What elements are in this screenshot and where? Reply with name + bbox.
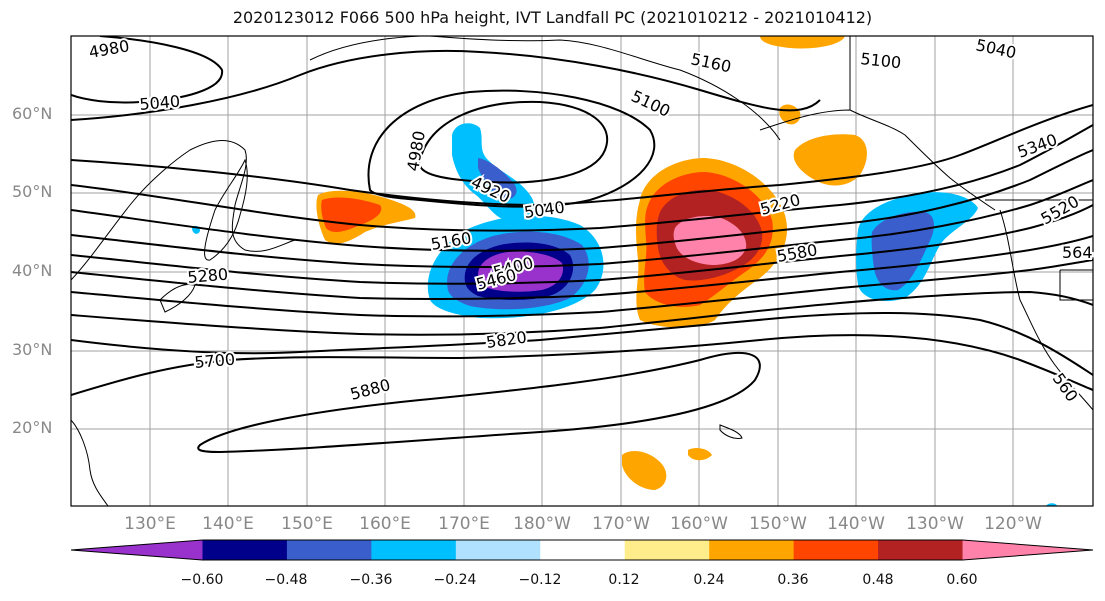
contour-label: 5100 (860, 49, 902, 72)
colorbar-swatch (286, 540, 372, 560)
lon-label: 160°W (670, 514, 728, 534)
colorbar-swatch (202, 540, 288, 560)
lon-label: 180°W (513, 514, 571, 534)
colorbar-tick: −0.12 (518, 572, 562, 588)
colorbar-tick: −0.36 (349, 572, 393, 588)
colorbar (70, 539, 1094, 561)
lon-label: 150°E (281, 514, 333, 534)
colorbar-swatch (878, 540, 964, 560)
lat-label-50n: 50°N (12, 182, 53, 201)
contour-label: 5280 (187, 265, 229, 287)
colorbar-tick: −0.48 (264, 572, 308, 588)
lon-label: 130°W (906, 514, 964, 534)
colorbar-swatch (455, 540, 541, 560)
positive-anomaly-small (622, 36, 867, 490)
lat-label-30n: 30°N (12, 340, 53, 359)
lon-label: 150°W (749, 514, 807, 534)
lat-label-20n: 20°N (12, 418, 53, 437)
lon-label: 170°E (438, 514, 490, 534)
map-title: 2020123012 F066 500 hPa height, IVT Land… (232, 8, 873, 27)
colorbar-outline (70, 539, 1094, 561)
lon-label: 160°E (359, 514, 411, 534)
lon-label: 120°W (984, 514, 1042, 534)
contour-label: 5040 (139, 92, 181, 114)
lon-label: 170°W (592, 514, 650, 534)
colorbar-tick: 0.60 (946, 572, 978, 588)
contour-label-halo: 5040 (139, 92, 181, 114)
lon-label: 130°E (124, 514, 176, 534)
lat-label-60n: 60°N (12, 104, 53, 123)
colorbar-swatch (709, 540, 795, 560)
colorbar-tick: −0.60 (180, 572, 224, 588)
colorbar-extend-min (71, 540, 203, 560)
colorbar-swatch (371, 540, 457, 560)
colorbar-tick: 0.36 (777, 572, 809, 588)
lat-label-40n: 40°N (12, 261, 53, 280)
height-contours (71, 36, 1093, 454)
contour-label: 5700 (194, 350, 236, 372)
colorbar-tick: 0.48 (862, 572, 894, 588)
lon-label: 140°E (202, 514, 254, 534)
map-frame (70, 35, 1094, 507)
colorbar-tick: −0.24 (433, 572, 477, 588)
colorbar-tick: 0.12 (608, 572, 640, 588)
colorbar-tick: 0.24 (693, 572, 725, 588)
contour-label-halo: 564 (1062, 243, 1093, 262)
colorbar-extend-max (962, 540, 1093, 560)
colorbar-swatch (793, 540, 879, 560)
colorbar-swatch (624, 540, 710, 560)
contour-label: 564 (1062, 243, 1093, 262)
lon-label: 140°W (827, 514, 885, 534)
coastlines (71, 36, 1093, 506)
colorbar-swatch (540, 540, 626, 560)
